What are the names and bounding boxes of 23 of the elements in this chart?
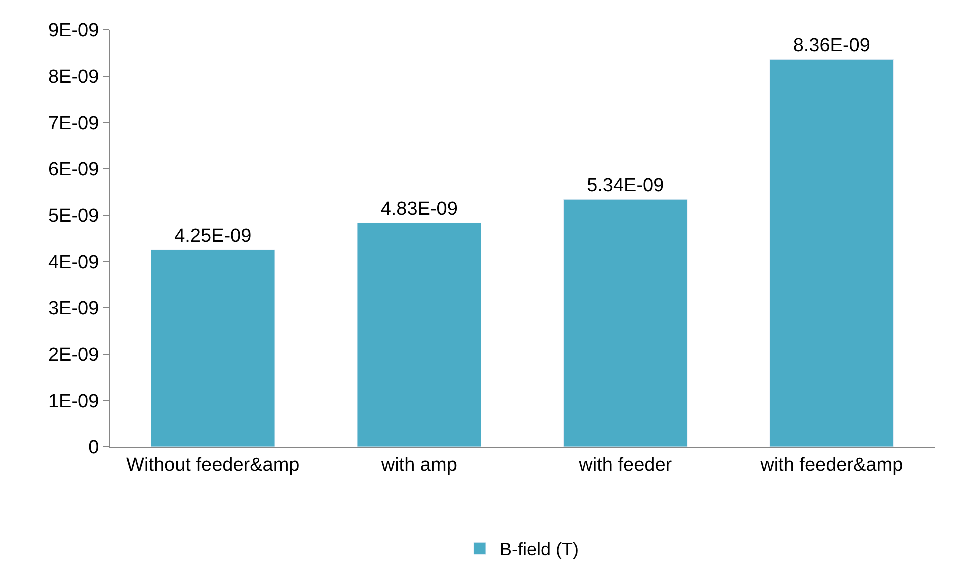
y-tick-label: 2E-09 (48, 344, 100, 366)
y-tick-label: 8E-09 (48, 66, 100, 88)
bar (770, 59, 894, 447)
legend-label: B-field (T) (500, 540, 580, 560)
bar (151, 250, 276, 447)
y-tick-label: 3E-09 (48, 298, 100, 320)
x-tick-label: Without feeder&amp (126, 454, 300, 476)
y-tick-label: 1E-09 (48, 391, 100, 412)
data-label: 4.25E-09 (174, 226, 252, 248)
bar (564, 199, 688, 447)
bar (357, 222, 482, 447)
x-tick-label: with feeder (578, 454, 673, 476)
y-tick-label: 6E-09 (48, 160, 100, 181)
x-tick-label: with amp (380, 454, 458, 476)
y-tick-label: 0 (88, 438, 100, 459)
y-tick-label: 5E-09 (48, 206, 100, 227)
data-label: 5.34E-09 (587, 176, 664, 197)
data-label: 4.83E-09 (380, 199, 458, 220)
y-tick-label: 9E-09 (48, 20, 100, 42)
y-tick-label: 4E-09 (48, 252, 100, 274)
y-tick-label: 7E-09 (48, 113, 100, 134)
data-label: 8.36E-09 (793, 36, 870, 57)
x-tick-label: with feeder&amp (760, 454, 904, 476)
